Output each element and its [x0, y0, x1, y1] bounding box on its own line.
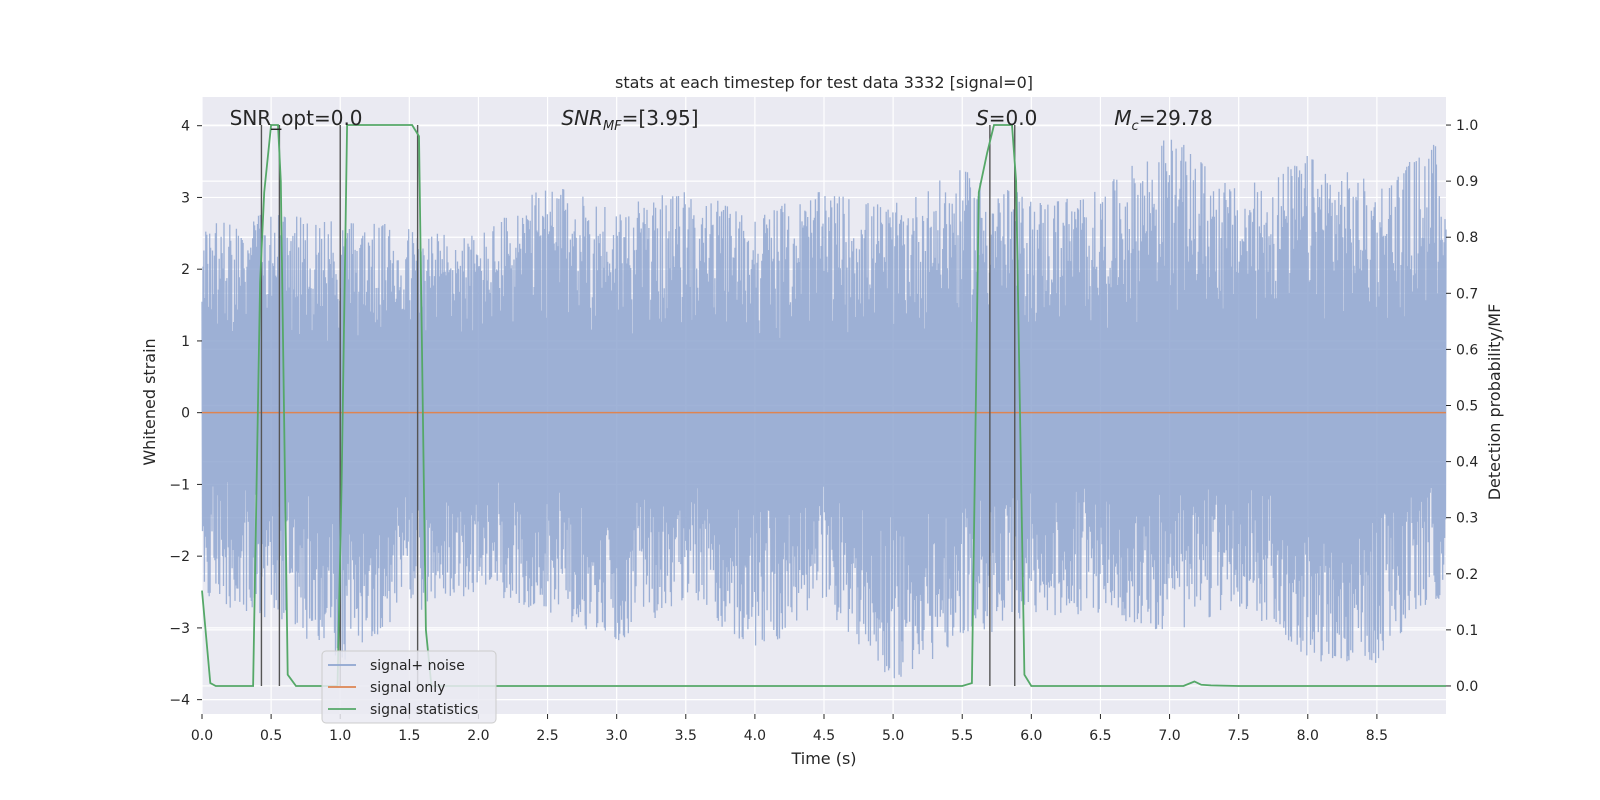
- x-tick-label: 5.5: [951, 728, 973, 744]
- y-right-tick-label: 0.0: [1456, 679, 1478, 695]
- y-left-tick-label: 4: [181, 119, 190, 135]
- y-left-tick-label: 3: [181, 190, 190, 206]
- signal-statistics-series: [201, 124, 1446, 687]
- signal-noise-line: [201, 139, 1447, 679]
- x-tick-label: 1.0: [329, 728, 351, 744]
- y-right-tick-label: 0.7: [1456, 286, 1478, 302]
- x-tick-label: 3.5: [675, 728, 697, 744]
- annotations: SNR_opt=0.0 SNRMF=[3.95] S=0.0 Mc=29.78: [230, 106, 1213, 134]
- legend-label: signal statistics: [370, 702, 478, 718]
- x-tick-label: 4.0: [744, 728, 766, 744]
- y-right-tick-label: 0.8: [1456, 230, 1478, 246]
- x-tick-label: 5.0: [882, 728, 904, 744]
- x-tick-label: 1.5: [398, 728, 420, 744]
- y-right-axis-title: Detection probability/MF: [1485, 304, 1504, 501]
- y-left-axis-ticks: 4 3 2 1 0 −1 −2 −3 −4: [169, 119, 202, 709]
- x-tick-label: 2.0: [467, 728, 489, 744]
- x-tick-label: 0.0: [191, 728, 213, 744]
- y-right-tick-label: 1.0: [1456, 118, 1478, 134]
- y-right-axis-ticks: 1.0 0.9 0.8 0.7 0.6 0.5 0.4 0.3 0.2 0.1 0.0: [1446, 118, 1478, 695]
- legend-label: signal+ noise: [370, 658, 465, 674]
- y-left-axis-title: Whitened strain: [140, 338, 159, 465]
- annotation-text: SNRMF=[3.95]: [561, 106, 698, 134]
- x-tick-label: 6.0: [1020, 728, 1042, 744]
- x-tick-label: 6.5: [1089, 728, 1111, 744]
- y-right-tick-label: 0.9: [1456, 174, 1478, 190]
- x-tick-label: 2.5: [536, 728, 558, 744]
- x-tick-label: 7.0: [1158, 728, 1180, 744]
- y-left-tick-label: −4: [169, 693, 190, 709]
- y-right-tick-label: 0.4: [1456, 455, 1478, 471]
- y-right-tick-label: 0.2: [1456, 567, 1478, 583]
- x-tick-label: 7.5: [1228, 728, 1250, 744]
- y-left-tick-label: 2: [181, 262, 190, 278]
- y-right-tick-label: 0.3: [1456, 511, 1478, 527]
- y-left-tick-label: 0: [181, 406, 190, 422]
- x-tick-label: 4.5: [813, 728, 835, 744]
- annotation-text: S=0.0: [976, 106, 1037, 130]
- y-right-tick-label: 0.6: [1456, 342, 1478, 358]
- legend-box: [321, 650, 497, 724]
- signal-statistics-line: [201, 124, 1446, 687]
- x-axis-ticks: 0.0 0.5 1.0 1.5 2.0 2.5 3.0 3.5 4.0 4.5 5.0 5.5 6.0 6…: [191, 714, 1388, 744]
- annotation-text: Mc=29.78: [1114, 106, 1212, 134]
- x-tick-label: 8.0: [1297, 728, 1319, 744]
- x-tick-label: 3.0: [606, 728, 628, 744]
- x-tick-label: 8.5: [1366, 728, 1388, 744]
- signal-noise-series: [201, 139, 1447, 679]
- y-right-tick-label: 0.5: [1456, 399, 1478, 415]
- y-left-tick-label: −1: [169, 477, 190, 493]
- y-right-tick-label: 0.1: [1456, 623, 1478, 639]
- x-axis-title: Time (s): [790, 749, 856, 768]
- y-left-tick-label: −3: [169, 621, 190, 637]
- y-left-tick-label: −2: [169, 549, 190, 565]
- x-tick-label: 0.5: [260, 728, 282, 744]
- legend: signal+ noise signal only signal statistic…: [321, 650, 497, 724]
- chart-title: stats at each timestep for test data 333…: [615, 73, 1033, 92]
- y-left-tick-label: 1: [181, 334, 190, 350]
- legend-label: signal only: [370, 680, 445, 696]
- annotation-text: SNR_opt=0.0: [230, 106, 363, 130]
